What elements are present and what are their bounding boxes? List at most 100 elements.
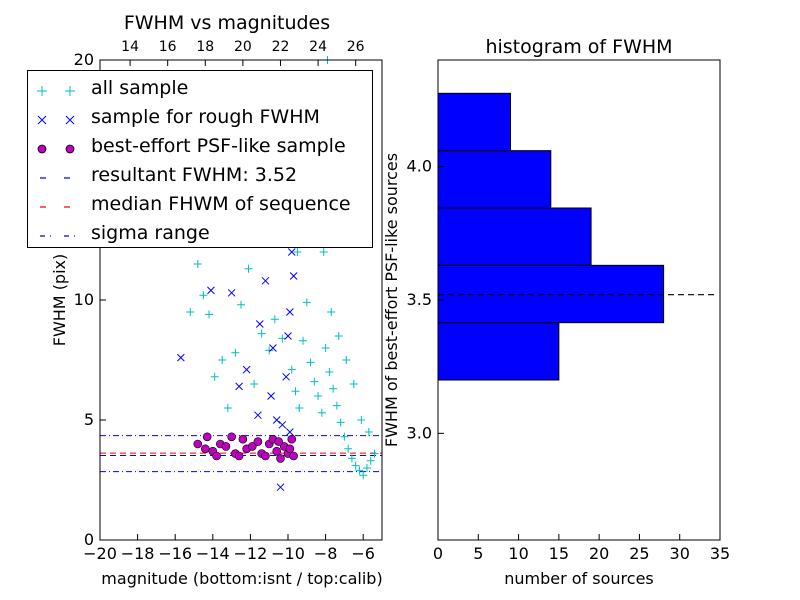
- scatter-plus-point: [314, 392, 323, 400]
- scatter-plus-point: [223, 404, 232, 412]
- scatter-x-point: [269, 344, 277, 352]
- x-tick-label: 35: [710, 544, 730, 563]
- histogram-title: histogram of FWHM: [485, 36, 672, 58]
- x-tick-label: −12: [234, 544, 268, 563]
- scatter-plus-point: [205, 310, 214, 319]
- scatter-x-point: [278, 420, 287, 429]
- scatter-x-point: [286, 308, 294, 316]
- legend-label: sample for rough FWHM: [91, 106, 320, 128]
- scatter-x-point: [176, 353, 185, 362]
- scatter-plus-point: [244, 264, 253, 273]
- scatter-x-point: [286, 428, 294, 436]
- x-tick-label: 5: [473, 544, 483, 563]
- scatter-plus-point: [342, 356, 351, 364]
- legend-item-sigma: sigma range: [28, 219, 372, 248]
- scatter-marks: [100, 56, 382, 492]
- scatter-plus-point: [310, 377, 319, 386]
- scatter-plus-point: [355, 466, 364, 475]
- legend-plus-marker-icon: [37, 86, 75, 96]
- x-tick-label: 20: [589, 544, 609, 563]
- scatter-panel: FWHM vs magnitudes −20 −18 −16 −14 −12 −10 −8−…: [50, 12, 383, 588]
- histogram-x-axis-label: number of sources: [504, 569, 654, 588]
- histogram-bar: [437, 92, 512, 152]
- x-tick-label: −20: [83, 544, 117, 563]
- scatter-plus-point: [317, 408, 326, 417]
- scatter-plus-point: [325, 368, 334, 376]
- y-tick-label: 5: [84, 410, 94, 429]
- legend-circle-marker-icon: [37, 144, 75, 154]
- scatter-circle-point: [227, 432, 236, 442]
- scatter-plus-point: [186, 308, 195, 316]
- top-x-tick-label: 24: [309, 39, 327, 55]
- scatter-circle-point: [234, 451, 244, 461]
- top-x-tick-label: 26: [347, 39, 365, 55]
- x-tick-label: 30: [670, 544, 690, 563]
- scatter-plus-point: [287, 365, 296, 374]
- histogram-x-ticks: 0 5 10 15 20 25 30 35: [433, 534, 730, 563]
- scatter-x-point: [272, 416, 281, 424]
- scatter-plus-point: [349, 380, 358, 388]
- scatter-plus-point: [218, 356, 227, 364]
- scatter-circle-point: [272, 446, 282, 456]
- scatter-top-x-ticks: 14 16 18 20 22 24 26: [121, 39, 365, 66]
- scatter-plus-point: [359, 471, 368, 480]
- scatter-plus-point: [293, 248, 302, 256]
- scatter-plus-point: [199, 291, 208, 300]
- legend-label: all sample: [91, 77, 189, 99]
- scatter-x-point: [207, 286, 215, 295]
- scatter-plus-point: [319, 248, 328, 256]
- scatter-x-point: [267, 392, 275, 400]
- scatter-circle-point: [238, 434, 248, 444]
- scatter-x-point: [235, 382, 243, 391]
- legend-label: best-effort PSF-like sample: [91, 135, 346, 157]
- y-tick-label: 20: [74, 50, 94, 69]
- histogram-panel: histogram of FWHM 0 5 10 15 20 25 30 35 3.0 3.5 4…: [382, 36, 730, 588]
- scatter-plus-point: [237, 300, 245, 309]
- scatter-circle-point: [193, 439, 203, 449]
- top-x-tick-label: 20: [234, 39, 252, 55]
- scatter-circle-point: [287, 434, 297, 444]
- scatter-x-point: [284, 332, 292, 340]
- scatter-x-point: [227, 288, 236, 297]
- x-tick-label: −10: [271, 544, 305, 563]
- scatter-circle-point: [221, 442, 231, 451]
- scatter-plus-point: [329, 384, 338, 393]
- scatter-x-point: [276, 483, 285, 492]
- scatter-circle-point: [274, 437, 283, 446]
- x-tick-label: −18: [121, 544, 155, 563]
- x-tick-label: 0: [433, 544, 443, 563]
- scatter-plus-point: [295, 404, 304, 412]
- scatter-x-point: [255, 320, 264, 328]
- scatter-plus-point: [231, 348, 240, 357]
- scatter-plus-point: [291, 387, 300, 396]
- legend-dashdot-line-icon: [40, 235, 75, 237]
- scatter-circle-point: [212, 451, 221, 461]
- y-tick-label: 3.5: [407, 290, 432, 309]
- scatter-plus-point: [193, 260, 202, 268]
- scatter-plus-point: [299, 336, 308, 345]
- histogram-bar: [437, 150, 552, 209]
- scatter-plus-point: [340, 432, 349, 441]
- scatter-plus-point: [327, 308, 336, 316]
- scatter-plus-point: [306, 358, 315, 367]
- legend-item-all-sample: all sample: [28, 74, 372, 103]
- top-x-tick-label: 18: [196, 39, 214, 55]
- scatter-plus-point: [321, 344, 330, 352]
- legend: all sample sample for rough FWHM best-ef…: [27, 70, 373, 248]
- scatter-x-point: [261, 276, 270, 285]
- y-tick-label: 4.0: [407, 157, 432, 176]
- scatter-circle-point: [202, 432, 212, 442]
- histogram-bar: [437, 207, 592, 266]
- scatter-x-point: [254, 411, 262, 420]
- legend-label: median FHWM of sequence: [91, 193, 351, 215]
- scatter-x-point: [282, 372, 290, 381]
- x-tick-label: −8: [314, 544, 338, 563]
- x-tick-label: −6: [351, 544, 375, 563]
- scatter-plus-point: [334, 332, 343, 340]
- legend-item-median: median FHWM of sequence: [28, 190, 372, 219]
- scatter-circle-point: [276, 454, 285, 463]
- scatter-plus-point: [250, 380, 259, 388]
- scatter-plus-point: [270, 315, 279, 324]
- scatter-x-point: [287, 248, 296, 256]
